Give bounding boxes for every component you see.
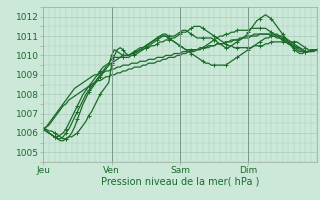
X-axis label: Pression niveau de la mer( hPa ): Pression niveau de la mer( hPa ) bbox=[101, 177, 259, 187]
